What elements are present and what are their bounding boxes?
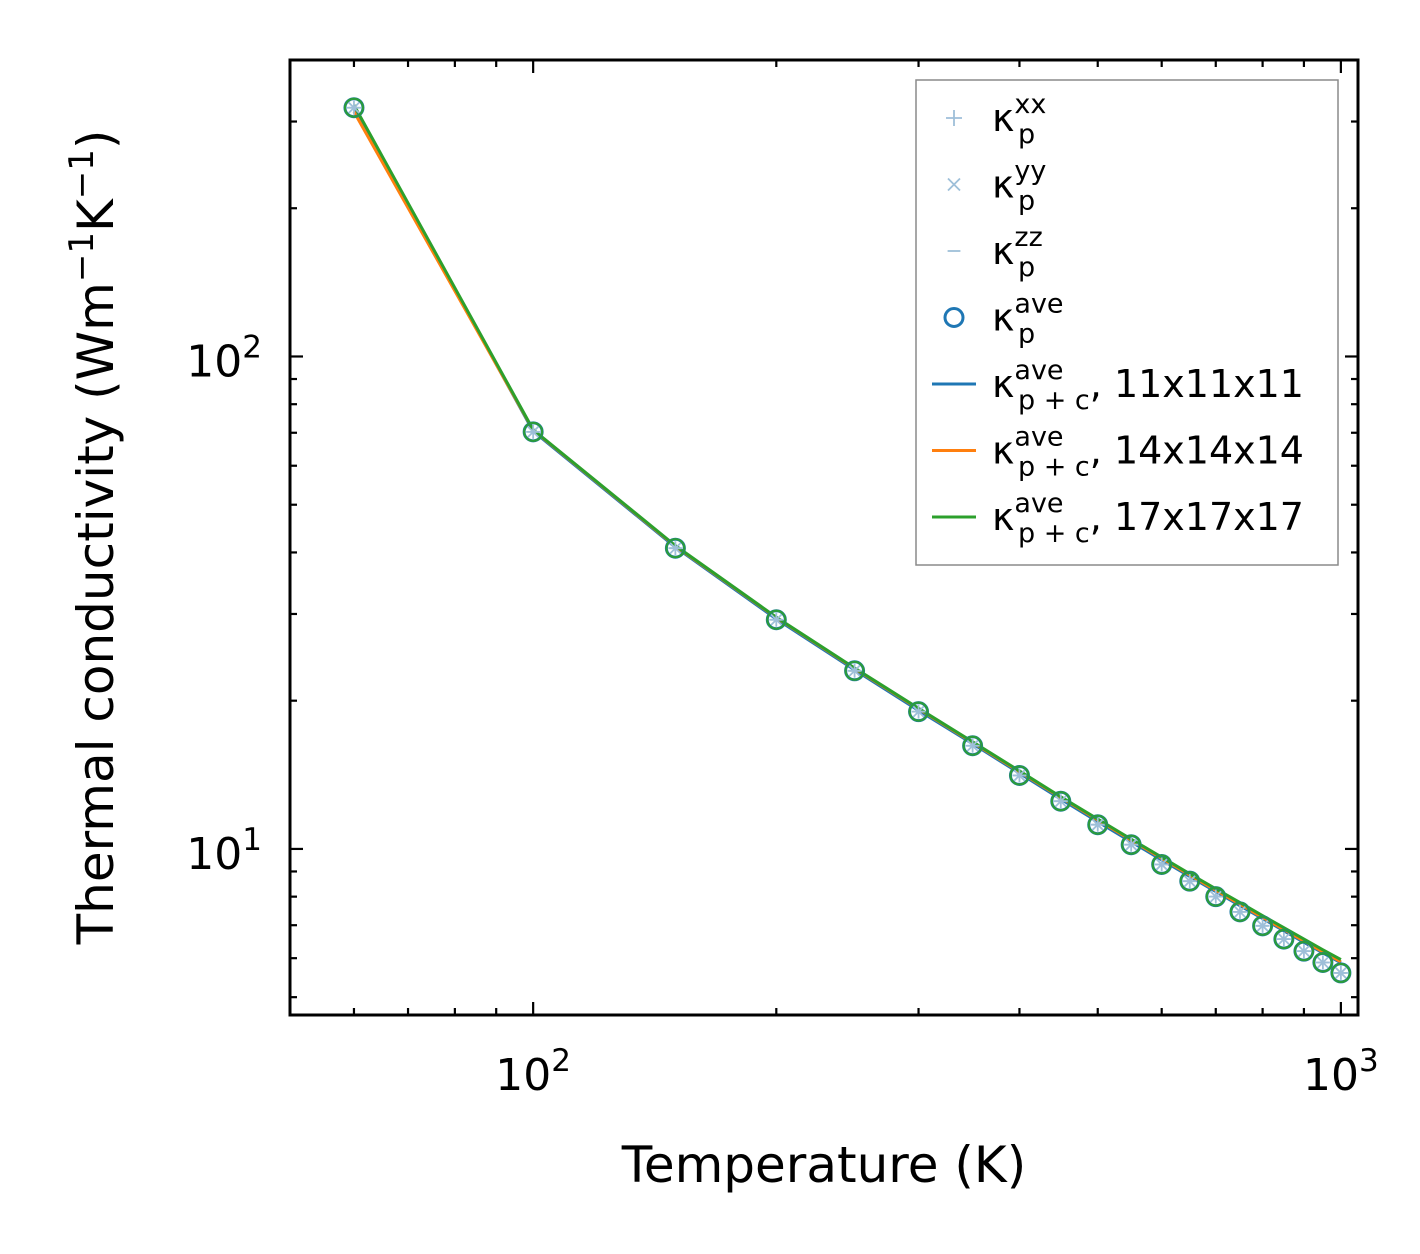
legend-entry: κzz p — [947, 222, 1043, 283]
legend-label: κave p + c, 11x11x11 — [992, 355, 1304, 416]
data-point-overlay — [1087, 814, 1108, 835]
legend-marker — [946, 110, 962, 126]
data-point-overlay — [908, 701, 929, 722]
y-tick-label: 101 — [186, 822, 262, 880]
data-point-overlay — [1205, 886, 1226, 907]
data-point-overlay — [1293, 941, 1315, 962]
tick-labels: 102 103 101 102 — [186, 329, 1378, 1101]
data-point-overlay — [665, 538, 686, 559]
legend-box — [915, 79, 1339, 566]
data-point-overlay — [343, 97, 365, 118]
series-line-6 — [352, 104, 1342, 961]
data-point-overlay — [766, 609, 787, 630]
data-point-overlay — [1121, 834, 1142, 855]
data-point-overlay — [1179, 871, 1200, 892]
data-point-overlay — [1229, 901, 1251, 922]
series-lines — [352, 104, 1342, 965]
legend-entry: κave p + c, 17x17x17 — [932, 488, 1304, 549]
legend-label: κxx p — [992, 89, 1046, 150]
legend-entry: κyy p — [947, 156, 1046, 217]
legend-entry: κave p — [943, 289, 1064, 350]
y-axis-title: Thermal conductivity (Wm−1K−1) — [62, 130, 125, 946]
data-point-overlay — [523, 421, 544, 442]
legend-label: κave p — [992, 289, 1064, 350]
data-point-overlay — [1330, 962, 1351, 984]
legend-marker — [943, 307, 965, 328]
legend-entry: κxx p — [946, 89, 1046, 150]
data-point-overlay — [1273, 928, 1294, 950]
legend-entry: κave p + c, 14x14x14 — [932, 422, 1304, 483]
data-point-overlay — [844, 660, 865, 681]
plot-frame — [288, 58, 1360, 1017]
x-axis-title: Temperature (K) — [621, 1136, 1026, 1194]
series-markers — [343, 97, 1352, 984]
data-point-overlay — [1050, 791, 1071, 812]
legend-marker — [947, 177, 961, 192]
data-point-overlay — [962, 735, 983, 756]
legend-entry: κave p + c, 11x11x11 — [932, 355, 1304, 416]
x-tick-label: 102 — [495, 1043, 571, 1101]
legend-label: κave p + c, 17x17x17 — [992, 488, 1304, 549]
legend-label: κyy p — [992, 156, 1046, 217]
data-point-overlay — [1151, 854, 1172, 875]
x-tick-label: 103 — [1303, 1043, 1379, 1101]
data-point-overlay — [1312, 952, 1333, 973]
data-point-overlay — [1252, 915, 1273, 936]
legend-label: κzz p — [992, 222, 1043, 283]
data-point-overlay — [1009, 765, 1030, 786]
y-tick-label: 102 — [186, 329, 262, 387]
legend-label: κave p + c, 14x14x14 — [992, 422, 1304, 483]
